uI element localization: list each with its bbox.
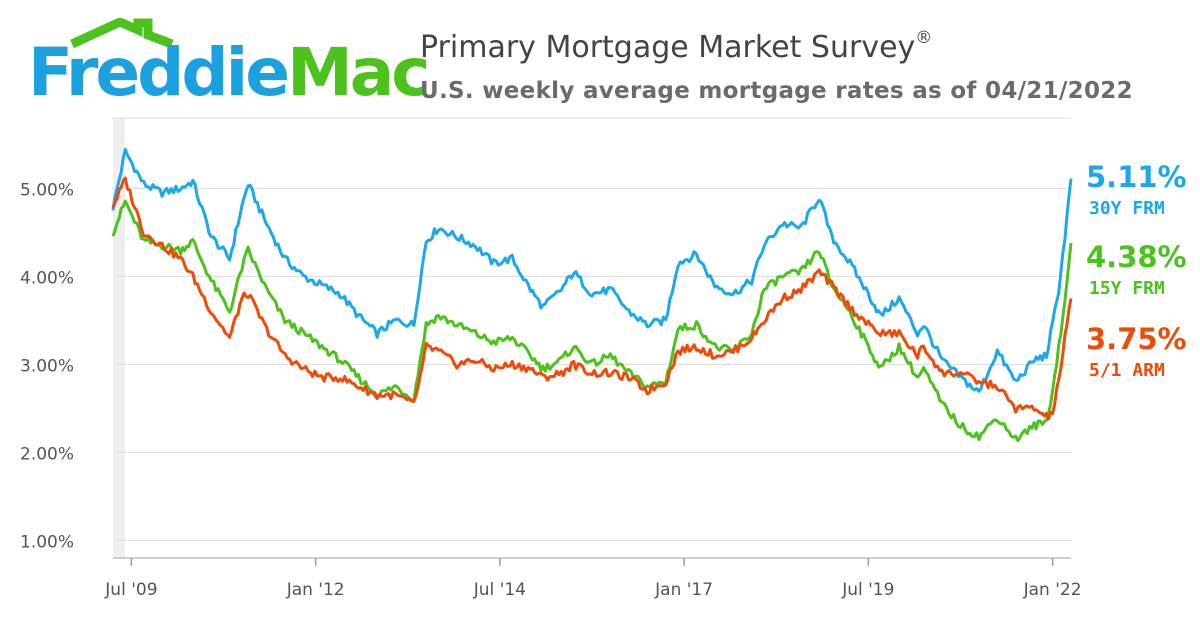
legend-value: 5.11% <box>1086 160 1187 194</box>
x-tick-label: Jul '19 <box>841 580 894 600</box>
legend-series-name: 30Y FRM <box>1089 198 1165 219</box>
logo-word-mac: Mac <box>287 34 430 111</box>
y-tick-label: 2.00% <box>20 444 74 464</box>
chart-subtitle: U.S. weekly average mortgage rates as of… <box>420 78 1133 104</box>
y-tick-label: 3.00% <box>20 356 74 376</box>
registered-mark: ® <box>915 28 933 48</box>
y-tick-label: 1.00% <box>20 532 74 552</box>
logo-word-freddie: Freddie <box>28 34 290 111</box>
series-line-15y-frm <box>111 199 1073 443</box>
series-line-30y-frm <box>111 147 1073 393</box>
x-tick-label: Jan '22 <box>1023 580 1082 600</box>
y-tick-label: 4.00% <box>20 268 74 288</box>
legend-value: 3.75% <box>1086 322 1187 356</box>
legend-value: 4.38% <box>1086 240 1187 274</box>
chart-title: Primary Mortgage Market Survey® <box>420 28 932 65</box>
legend-series-name: 15Y FRM <box>1089 278 1165 299</box>
series-line-5-1-arm <box>111 176 1073 421</box>
house-roof-icon <box>70 18 174 48</box>
x-tick-label: Jul '14 <box>473 580 526 600</box>
chart-title-text: Primary Mortgage Market Survey <box>420 30 916 65</box>
legend-series-name: 5/1 ARM <box>1089 360 1165 381</box>
x-tick-label: Jan '12 <box>286 580 345 600</box>
x-tick-label: Jan '17 <box>654 580 713 600</box>
logo-wordmark: FreddieMac <box>28 38 430 108</box>
x-tick-label: Jul '09 <box>104 580 157 600</box>
y-tick-label: 5.00% <box>20 180 74 200</box>
freddie-mac-logo: FreddieMac <box>28 18 430 108</box>
